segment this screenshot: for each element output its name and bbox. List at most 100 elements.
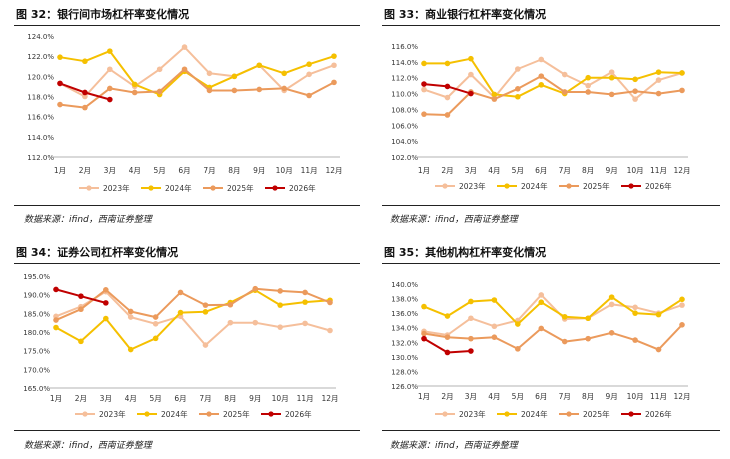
x-tick-label: 2月 [75,394,87,403]
data-point [231,87,238,94]
data-point [103,315,109,322]
data-point [632,76,638,83]
y-tick-label: 116.0% [27,114,54,122]
data-point [156,66,163,73]
x-tick-label: 6月 [174,394,186,403]
data-point [585,82,591,89]
data-point [515,346,521,352]
data-point [327,299,333,306]
legend-marker [144,411,150,417]
data-point [655,90,662,97]
legend-label: 2023年 [99,409,126,419]
x-tick-label: 11月 [650,392,667,401]
data-point [127,308,134,315]
data-point [131,89,138,96]
x-tick-label: 4月 [125,394,137,403]
series-line [423,75,683,116]
x-tick-label: 11月 [297,394,314,403]
data-point [679,302,685,308]
data-point [107,96,113,103]
data-point [281,70,287,77]
data-point [421,111,427,117]
data-point [538,56,545,63]
x-tick-label: 5月 [512,392,524,401]
title-rule [14,263,360,264]
source-rule [382,205,720,206]
source-rule [14,430,360,431]
legend-label: 2026年 [289,183,316,193]
data-point [152,314,159,320]
legend-label: 2026年 [645,181,672,191]
legend-marker [148,185,154,191]
data-point [421,335,427,342]
data-point [421,81,427,87]
data-point [127,314,134,320]
data-point [538,325,545,332]
legend-label: 2023年 [459,409,486,419]
data-point [53,324,59,331]
data-point [585,74,591,81]
legend-label: 2024年 [521,409,548,419]
x-tick-label: 5月 [512,166,524,175]
legend-marker [504,411,510,417]
data-point [585,89,591,95]
y-tick-label: 126.0% [391,383,418,391]
x-tick-label: 6月 [535,392,547,401]
data-point [306,71,312,78]
data-point [78,293,84,299]
data-point [444,313,451,319]
data-point [655,311,662,318]
series-line [423,58,683,101]
data-point [608,294,615,300]
data-point [331,53,337,59]
y-tick-label: 102.0% [391,154,418,162]
data-point [302,289,308,296]
series-line [59,68,335,109]
title-rule [14,25,360,26]
series-line [55,289,331,351]
data-point [82,58,88,65]
data-point [103,300,109,306]
x-tick-label: 8月 [582,392,594,401]
data-point [632,310,638,316]
data-point [515,66,521,72]
data-point [515,93,521,100]
data-point [608,91,615,98]
x-tick-label: 7月 [559,166,571,175]
data-point [252,285,259,292]
series-line [423,293,683,336]
legend-label: 2024年 [521,181,548,191]
data-point [131,81,138,88]
data-point [608,301,615,308]
data-point [468,315,474,322]
data-point [561,71,568,78]
data-point [256,86,263,93]
x-tick-label: 2月 [441,166,453,175]
data-point [632,88,638,94]
data-point [107,66,113,73]
data-point [206,70,213,77]
source-note: 数据来源：ifind，西南证券整理 [24,441,152,451]
legend-marker [628,411,634,417]
x-tick-label: 5月 [149,394,161,403]
x-tick-label: 12月 [321,394,338,403]
data-point [468,348,474,354]
x-tick-label: 12月 [673,166,690,175]
data-point [57,80,63,87]
data-point [103,287,109,293]
y-tick-label: 180.0% [23,329,50,337]
data-point [561,338,568,345]
x-tick-label: 3月 [465,166,477,175]
y-tick-label: 114.0% [391,59,418,67]
y-tick-label: 104.0% [391,138,418,146]
legend-marker [628,183,634,189]
x-tick-label: 1月 [54,166,66,175]
data-point [515,321,521,327]
data-point [421,303,427,310]
data-point [82,89,88,96]
x-tick-label: 3月 [100,394,112,403]
x-tick-label: 9月 [253,166,265,175]
data-point [585,335,591,342]
data-point [202,309,209,315]
data-point [538,292,545,298]
